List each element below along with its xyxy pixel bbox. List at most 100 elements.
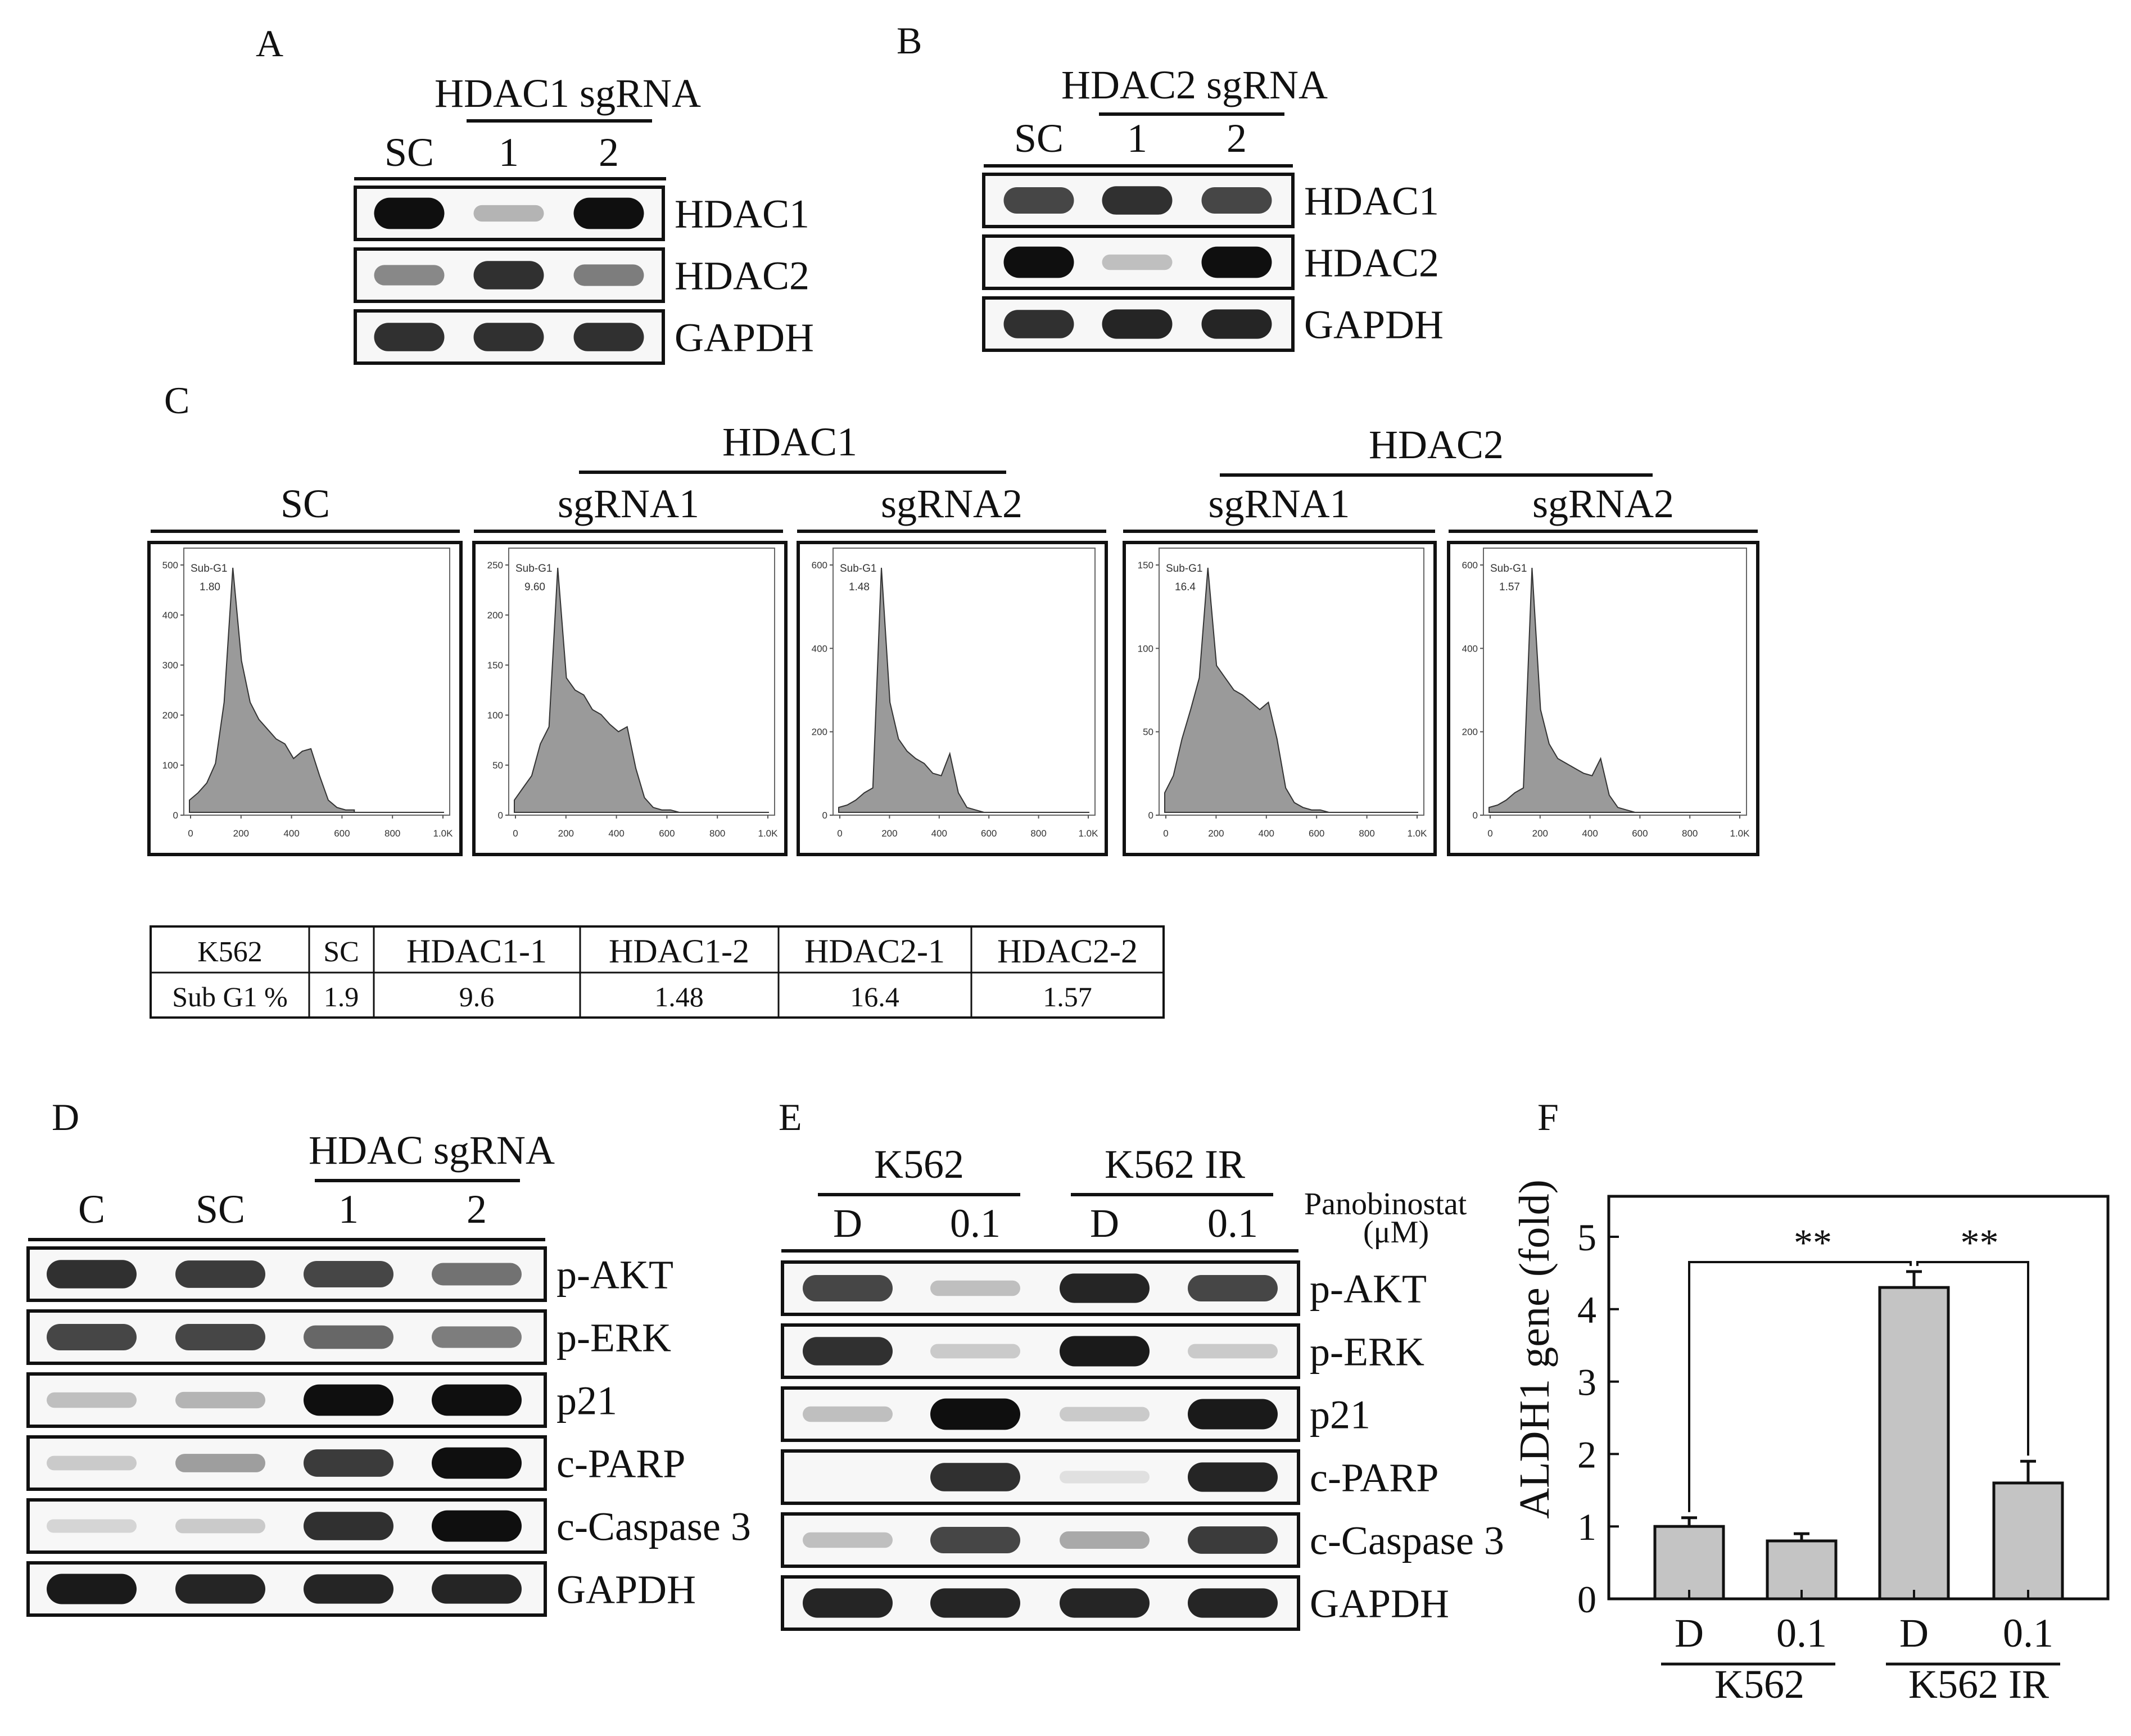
blot-a: HDAC1 HDAC2 GAPDH <box>354 186 814 365</box>
blot-row-label: p-ERK <box>556 1315 671 1360</box>
panel-b-lane-1: SC <box>1014 116 1064 161</box>
blot-band <box>1003 246 1074 278</box>
blot-band <box>803 1532 893 1548</box>
blot-b: HDAC1 HDAC2 GAPDH <box>982 173 1444 352</box>
chart-frame <box>1607 1195 2110 1601</box>
panel-d-letter: D <box>52 1096 79 1138</box>
histogram-gate-label: Sub-G1 <box>1166 563 1202 575</box>
subg1-table: K562 SC HDAC1-1 HDAC1-2 HDAC2-1 HDAC2-2 … <box>150 925 1165 1019</box>
blot-band <box>304 1384 393 1416</box>
table-cell: 16.4 <box>850 981 899 1012</box>
histogram-xtick: 600 <box>981 828 997 839</box>
histogram-plot-area <box>1159 548 1424 816</box>
blot-band <box>930 1344 1020 1359</box>
blot-band <box>1060 1407 1150 1422</box>
histogram-xtick: 200 <box>1208 828 1224 839</box>
blot-row-label: p-ERK <box>1310 1330 1424 1375</box>
blot-band <box>930 1588 1020 1618</box>
blot-band <box>1201 309 1272 339</box>
chart-xtick-label: D <box>1675 1611 1704 1656</box>
panel-c-group-hdac2: HDAC2 <box>1369 422 1504 467</box>
panel-d-lane-4: 2 <box>467 1187 487 1232</box>
table-cell: 1.48 <box>654 981 704 1012</box>
histogram-gate-label: Sub-G1 <box>191 563 227 575</box>
blot-band <box>803 1337 893 1366</box>
chart-ytick-label: 5 <box>1577 1216 1596 1259</box>
chart-group-label-2: K562 IR <box>1908 1662 2049 1707</box>
histogram-xtick: 800 <box>709 828 725 839</box>
blot-band <box>803 1275 893 1301</box>
histogram-ytick: 250 <box>487 560 503 571</box>
blot-band <box>930 1398 1020 1430</box>
blot-band <box>304 1261 393 1287</box>
histogram-curve <box>189 567 444 813</box>
significance-marker: ** <box>1961 1221 1999 1264</box>
chart-bar <box>1992 1481 2064 1601</box>
panel-a-letter: A <box>256 22 283 65</box>
blot-band <box>304 1449 393 1477</box>
table-cell: Sub G1 % <box>172 981 288 1012</box>
histogram-ytick: 0 <box>173 810 178 821</box>
significance-bracket <box>1916 1261 2029 1456</box>
histogram-xtick: 0 <box>1487 828 1492 839</box>
blot-band <box>1102 186 1173 215</box>
histogram-ytick: 200 <box>1462 727 1478 738</box>
blot-row-label: c-Caspase 3 <box>1310 1518 1504 1563</box>
histogram-gate-value: 1.48 <box>849 581 870 593</box>
histogram-plot-area <box>1483 548 1747 816</box>
blot-band <box>930 1527 1020 1553</box>
panel-b-lane-3: 2 <box>1227 116 1247 161</box>
blot-strip <box>781 1449 1300 1505</box>
histogram-title: sgRNA2 <box>1532 481 1674 526</box>
blot-band <box>1060 1336 1150 1367</box>
blot-band <box>1003 187 1074 214</box>
panel-e-lane-3: D <box>1090 1201 1119 1246</box>
histogram-ytick: 100 <box>487 710 503 721</box>
panel-f: F ALDH1 gene (fold) 0 1 2 3 4 5 D 0.1 D 0.1 ** ** K… <box>1511 1096 2110 1707</box>
blot-band <box>473 205 544 222</box>
blot-band <box>175 1260 265 1288</box>
panel-e: E K562 K562 IR D 0.1 D 0.1 Panobinostat … <box>779 1096 1504 1631</box>
blot-row-label: p-AKT <box>1310 1267 1427 1312</box>
panel-b-lane-2: 1 <box>1127 116 1147 161</box>
blot-band <box>432 1447 522 1479</box>
blot-band <box>374 323 445 351</box>
blot-d: p-AKT p-ERK p21 c-PARP c-Caspase 3 GAPDH <box>26 1246 751 1617</box>
blot-e: p-AKT p-ERK p21 c-PARP c-Caspase 3 GAPDH <box>781 1260 1504 1631</box>
histogram-xtick: 1.0K <box>1408 828 1428 839</box>
table-header-cell: HDAC2-2 <box>997 933 1138 970</box>
histogram-ytick: 200 <box>812 727 827 738</box>
table-cell: 1.57 <box>1043 981 1092 1012</box>
blot-band <box>175 1574 265 1604</box>
panel-c-group-hdac1: HDAC1 <box>722 419 857 464</box>
blot-band <box>304 1574 393 1604</box>
histogram-ytick: 150 <box>1138 560 1153 571</box>
blot-row-label: GAPDH <box>556 1567 696 1612</box>
blot-band <box>1060 1588 1150 1618</box>
histogram-xtick: 400 <box>1259 828 1274 839</box>
histogram-xtick: 1.0K <box>1079 828 1099 839</box>
histogram-plot-area <box>508 548 775 816</box>
panel-e-letter: E <box>779 1096 802 1138</box>
blot-band <box>1003 310 1074 338</box>
blot-row-label: c-Caspase 3 <box>556 1504 751 1549</box>
histogram-xtick: 600 <box>1309 828 1324 839</box>
blot-band <box>1201 246 1272 278</box>
histogram-xtick: 600 <box>1632 828 1648 839</box>
histogram-xtick: 1.0K <box>1730 828 1750 839</box>
histogram-plot-area <box>183 548 450 816</box>
histogram-ytick: 100 <box>1138 643 1153 654</box>
chart-bar <box>1878 1286 1950 1601</box>
panel-e-lane-2: 0.1 <box>950 1201 1001 1246</box>
panel-a-lane-3: 2 <box>599 130 619 175</box>
histogram-title: SC <box>280 481 330 526</box>
histogram-curve <box>514 567 769 813</box>
blot-row-label: HDAC2 <box>1304 241 1439 286</box>
histogram-xtick: 400 <box>1582 828 1598 839</box>
histogram-gate-value: 1.57 <box>1499 581 1520 593</box>
histogram-ytick: 300 <box>162 660 178 671</box>
blot-band <box>1188 1344 1278 1359</box>
chart-xtick-label: 0.1 <box>1776 1611 1827 1656</box>
histogram-title: sgRNA2 <box>881 481 1022 526</box>
blot-band <box>930 1463 1020 1491</box>
